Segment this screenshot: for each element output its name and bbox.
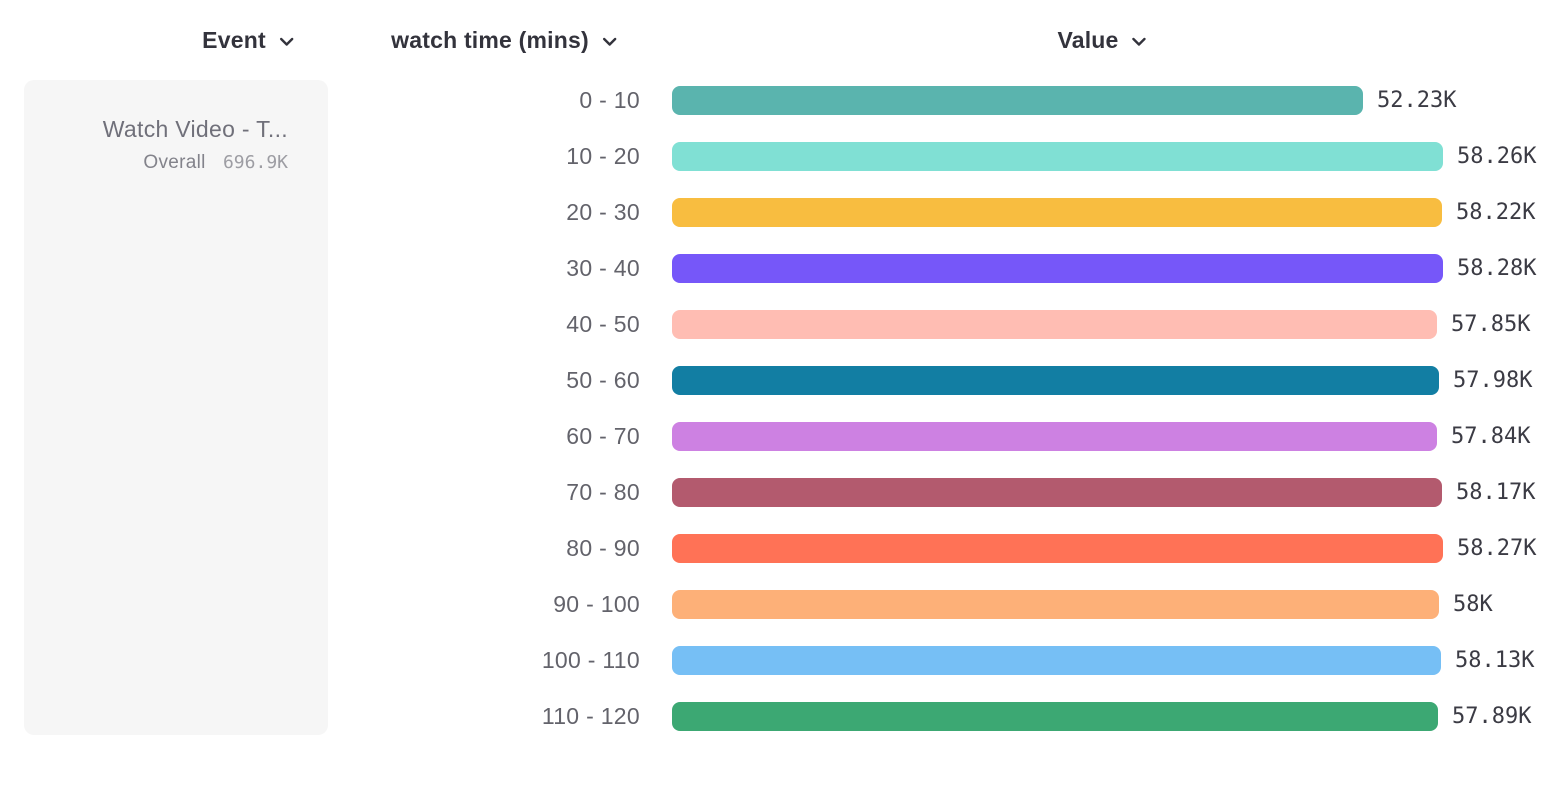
overall-value: 696.9K (222, 152, 288, 173)
chevron-down-icon (602, 37, 617, 47)
category-label: 50 - 60 (566, 366, 640, 393)
value-label: 58.26K (1457, 143, 1537, 169)
category-label: 70 - 80 (566, 478, 640, 505)
chart-row: 30 - 40 58.28K (0, 240, 1568, 296)
bar-chart: 0 - 10 52.23K 10 - 20 58.26K 20 - 30 58.22K 30… (0, 72, 1568, 744)
breakdown-column-label: watch time (mins) (391, 27, 589, 53)
bar[interactable] (672, 197, 1442, 227)
value-label: 57.85K (1451, 311, 1531, 337)
bar[interactable] (672, 365, 1439, 395)
category-label: 80 - 90 (566, 534, 640, 561)
value-column-dropdown[interactable]: Value (1057, 27, 1146, 54)
value-label: 57.89K (1452, 703, 1532, 729)
bar[interactable] (672, 141, 1443, 171)
value-column-label: Value (1057, 27, 1119, 53)
event-column-dropdown[interactable]: Event (202, 27, 294, 54)
bar[interactable] (672, 645, 1441, 675)
bar[interactable] (672, 421, 1437, 451)
bar[interactable] (672, 589, 1439, 619)
event-legend-panel: Watch Video - T... Overall 696.9K (24, 80, 328, 735)
chart-row: 80 - 90 58.27K (0, 520, 1568, 576)
overall-row: Overall 696.9K (24, 152, 288, 174)
category-label: 0 - 10 (579, 86, 640, 113)
category-label: 90 - 100 (553, 590, 640, 617)
chart-row: 10 - 20 58.26K (0, 128, 1568, 184)
chart-row: 20 - 30 58.22K (0, 184, 1568, 240)
value-label: 58.17K (1456, 479, 1536, 505)
breakdown-column-dropdown[interactable]: watch time (mins) (391, 27, 617, 54)
bar[interactable] (672, 253, 1443, 283)
value-label: 57.98K (1453, 367, 1533, 393)
chart-row: 40 - 50 57.85K (0, 296, 1568, 352)
bar[interactable] (672, 309, 1437, 339)
chart-row: 0 - 10 52.23K (0, 72, 1568, 128)
value-label: 58.22K (1456, 199, 1536, 225)
category-label: 20 - 30 (566, 198, 640, 225)
category-label: 110 - 120 (541, 702, 640, 729)
chart-row: 90 - 100 58K (0, 576, 1568, 632)
bar[interactable] (672, 85, 1363, 115)
chart-row: 60 - 70 57.84K (0, 408, 1568, 464)
category-label: 30 - 40 (566, 254, 640, 281)
chart-row: 100 - 110 58.13K (0, 632, 1568, 688)
value-label: 52.23K (1377, 87, 1457, 113)
chart-row: 50 - 60 57.98K (0, 352, 1568, 408)
value-label: 58.28K (1457, 255, 1537, 281)
value-label: 58.13K (1455, 647, 1535, 673)
overall-label: Overall (143, 152, 206, 173)
category-label: 60 - 70 (566, 422, 640, 449)
bar[interactable] (672, 701, 1438, 731)
value-label: 58.27K (1457, 535, 1537, 561)
bar[interactable] (672, 533, 1443, 563)
chart-row: 110 - 120 57.89K (0, 688, 1568, 744)
chart-row: 70 - 80 58.17K (0, 464, 1568, 520)
category-label: 40 - 50 (566, 310, 640, 337)
event-column-label: Event (202, 27, 266, 53)
chevron-down-icon (1132, 37, 1147, 47)
category-label: 10 - 20 (566, 142, 640, 169)
category-label: 100 - 110 (541, 646, 640, 673)
value-label: 57.84K (1451, 423, 1531, 449)
bar[interactable] (672, 477, 1442, 507)
value-label: 58K (1453, 591, 1493, 617)
event-name[interactable]: Watch Video - T... (102, 116, 288, 142)
chevron-down-icon (279, 37, 294, 47)
